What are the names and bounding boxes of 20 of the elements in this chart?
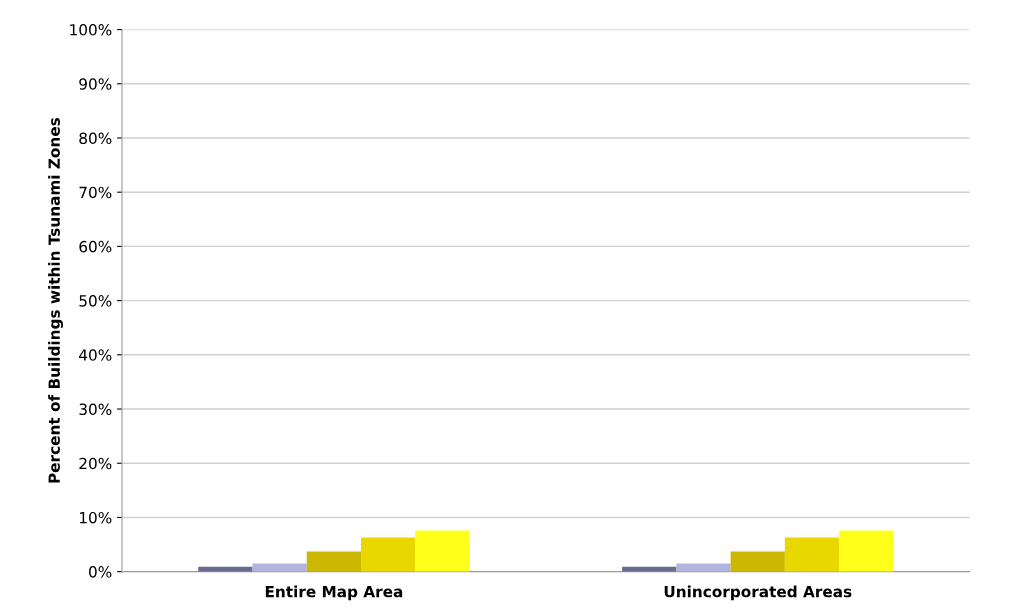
y-tick-label: 80% (79, 132, 112, 145)
bar (730, 551, 785, 572)
bar (784, 537, 840, 572)
y-tick-label: 70% (79, 186, 112, 199)
y-tick-label: 40% (79, 349, 112, 361)
y-axis-title: Percent of Buildings within Tsunami Zones (48, 117, 64, 483)
y-tick-label: 90% (79, 78, 112, 90)
bar (306, 551, 362, 572)
y-tick-label: 0% (89, 566, 112, 578)
bar (361, 537, 416, 572)
y-tick-label: 100% (70, 24, 112, 36)
bar (839, 530, 894, 572)
x-tick-label: Entire Map Area (265, 585, 403, 601)
y-tick-label: 30% (79, 403, 112, 416)
y-tick-label: 60% (79, 240, 112, 253)
y-tick-label: 10% (79, 511, 112, 524)
y-tick-label: 50% (79, 295, 112, 307)
y-tick-label: 20% (79, 457, 112, 470)
x-tick-label: Unincorporated Areas (664, 585, 852, 601)
bar (415, 530, 470, 572)
